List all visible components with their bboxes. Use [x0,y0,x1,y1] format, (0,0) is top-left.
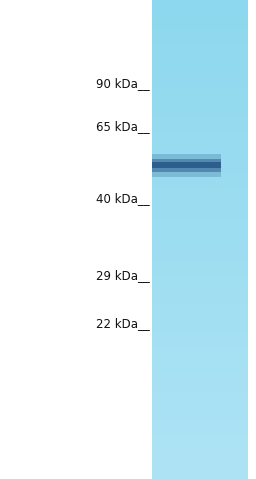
Bar [152,159,221,172]
Bar [152,154,221,177]
Text: 40 kDa__: 40 kDa__ [96,192,150,205]
Bar [152,162,221,168]
Text: 29 kDa__: 29 kDa__ [96,269,150,282]
Text: 90 kDa__: 90 kDa__ [96,77,150,91]
Text: 22 kDa__: 22 kDa__ [96,317,150,330]
Text: 65 kDa__: 65 kDa__ [96,120,150,134]
